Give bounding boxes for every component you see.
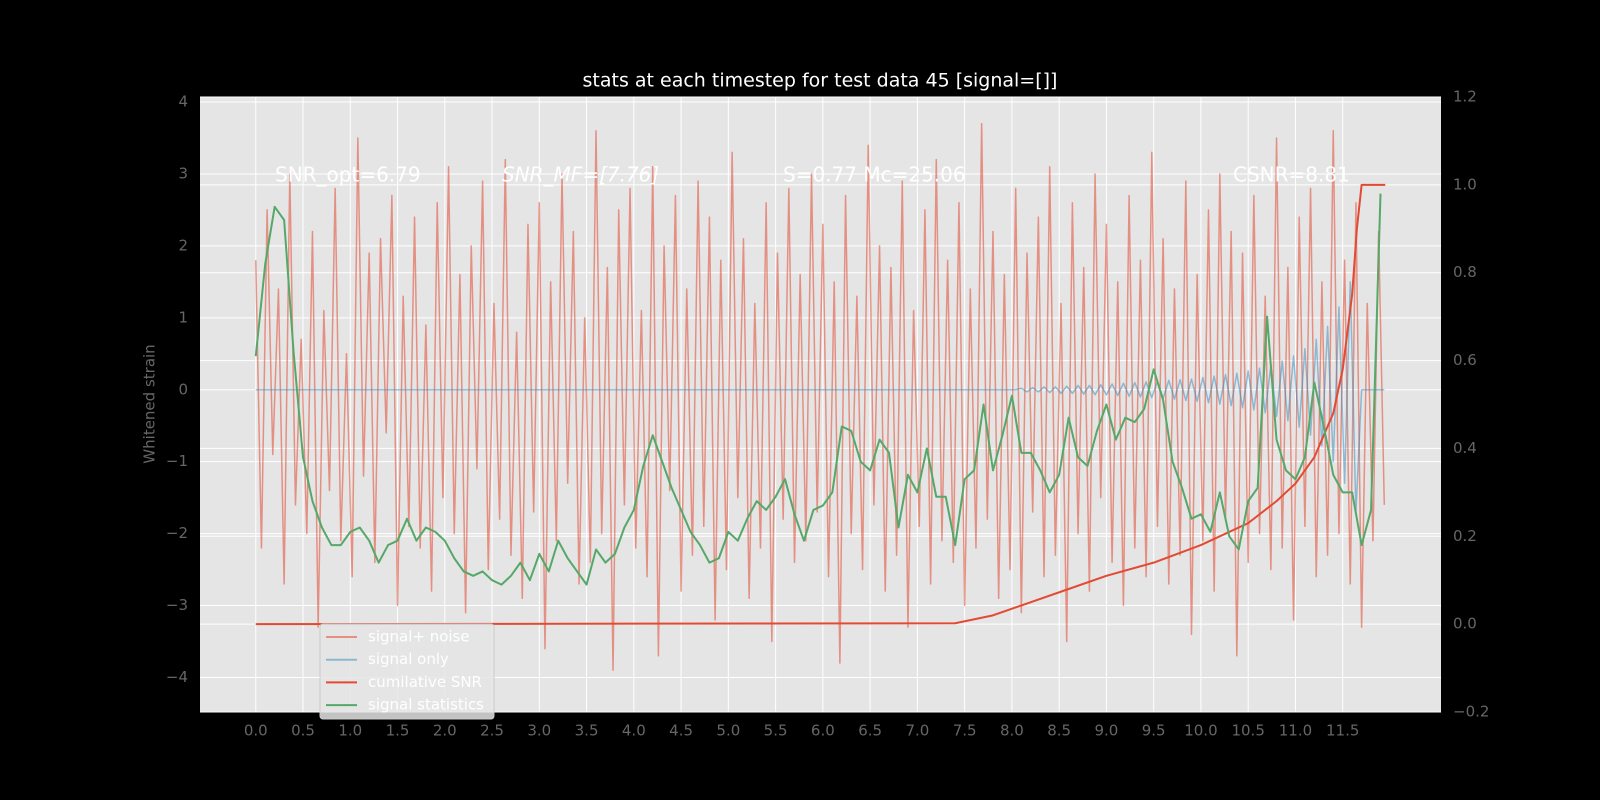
x-tick-label: 1.0 — [338, 722, 362, 740]
y-tick-label: −2 — [166, 524, 188, 542]
y2-tick-label: 1.0 — [1453, 175, 1477, 193]
x-tick-label: 0.5 — [291, 722, 315, 740]
x-tick-label: 4.0 — [622, 722, 646, 740]
x-tick-label: 7.5 — [953, 722, 977, 740]
legend-label: signal+ noise — [368, 628, 470, 646]
x-tick-label: 4.5 — [669, 722, 693, 740]
y-tick-label: −1 — [166, 452, 188, 470]
x-tick-label: 5.0 — [716, 722, 740, 740]
y2-tick-label: 0.0 — [1453, 615, 1477, 633]
x-tick-label: 10.0 — [1184, 722, 1217, 740]
y-axis-label: Whitened strain — [141, 344, 159, 463]
y-tick-label: 0 — [178, 380, 188, 398]
legend-label: signal statistics — [368, 696, 484, 714]
x-tick-label: 1.5 — [386, 722, 410, 740]
series-line — [255, 281, 1385, 513]
y-tick-label: 4 — [178, 93, 188, 111]
x-tick-label: 7.0 — [905, 722, 929, 740]
legend-label: cumilative SNR — [368, 673, 482, 691]
y2-tick-label: −0.2 — [1453, 703, 1489, 721]
y-tick-label: 3 — [178, 164, 188, 182]
series-line — [255, 183, 1386, 626]
annotation: CSNR=8.81 — [1233, 163, 1350, 187]
x-tick-label: 3.0 — [527, 722, 551, 740]
y2-tick-label: 0.2 — [1453, 527, 1477, 545]
x-tick-label: 0.0 — [244, 722, 268, 740]
annotation: SNR_opt=6.79 — [275, 163, 421, 187]
y2-tick-label: 0.6 — [1453, 351, 1477, 369]
legend: signal+ noise signal only cumilative SNR si… — [319, 623, 495, 720]
x-tick-label: 10.5 — [1231, 722, 1264, 740]
y2-tick-label: 0.4 — [1453, 439, 1477, 457]
x-tick-label: 8.5 — [1047, 722, 1071, 740]
x-tick-label: 8.0 — [1000, 722, 1024, 740]
y-tick-label: −3 — [166, 596, 188, 614]
y-tick-label: −4 — [166, 668, 188, 686]
x-tick-label: 5.5 — [764, 722, 788, 740]
y2-tick-label: 1.2 — [1453, 88, 1477, 106]
x-tick-label: 11.0 — [1279, 722, 1312, 740]
x-tick-label: 2.5 — [480, 722, 504, 740]
chart-title: stats at each timestep for test data 45 … — [583, 70, 1058, 92]
x-tick-label: 3.5 — [575, 722, 599, 740]
x-tick-label: 9.0 — [1094, 722, 1118, 740]
annotation: SNR_MF=[7.76] — [502, 163, 659, 187]
annotation: S=0.77 Mc=25.06 — [783, 163, 966, 187]
y-tick-label: 2 — [178, 236, 188, 254]
x-tick-label: 2.0 — [433, 722, 457, 740]
x-tick-label: 6.0 — [811, 722, 835, 740]
y2-tick-label: 0.8 — [1453, 263, 1477, 281]
series-line — [254, 193, 1382, 586]
x-tick-label: 9.5 — [1142, 722, 1166, 740]
legend-box — [319, 623, 495, 720]
legend-label: signal only — [368, 650, 449, 668]
series-line — [255, 122, 1386, 672]
x-tick-label: 6.5 — [858, 722, 882, 740]
x-tick-label: 11.5 — [1326, 722, 1359, 740]
y-tick-label: 1 — [178, 308, 188, 326]
